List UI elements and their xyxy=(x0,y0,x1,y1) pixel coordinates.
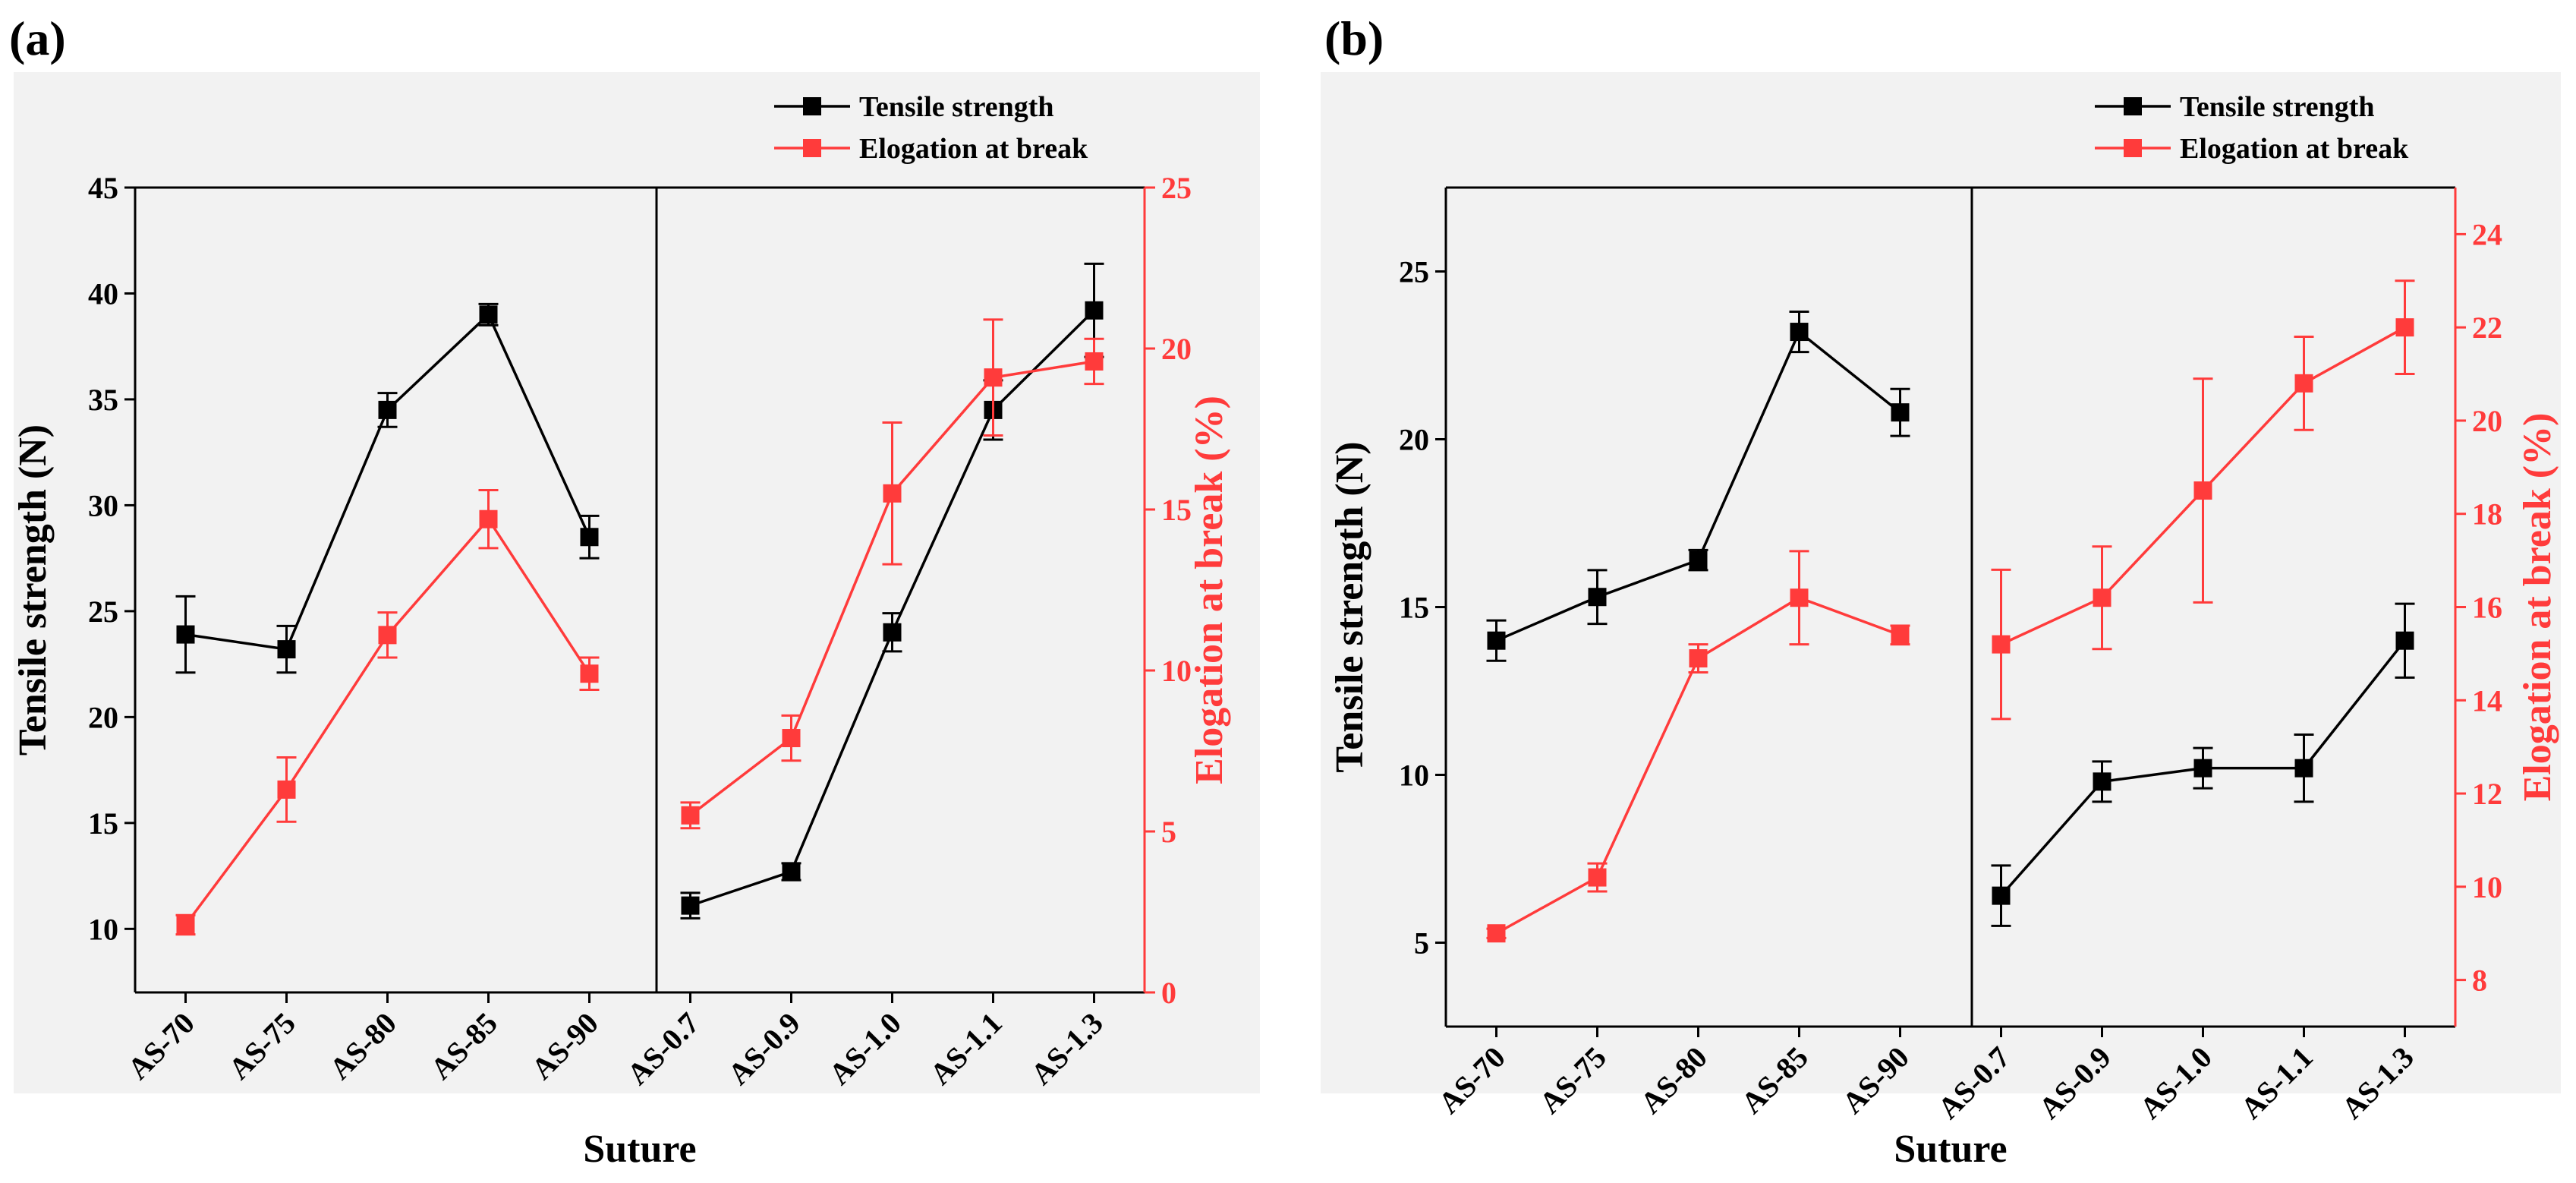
data-point-marker xyxy=(681,896,700,915)
y2-tick-label: 22 xyxy=(2472,311,2502,345)
data-point-marker xyxy=(2093,772,2112,791)
y2-tick-label: 15 xyxy=(1161,493,1192,527)
data-point-marker xyxy=(2395,318,2414,337)
y-tick-label: 10 xyxy=(88,912,118,946)
x-axis-title: Suture xyxy=(1894,1128,2007,1171)
y2-tick-label: 24 xyxy=(2472,217,2502,251)
data-point-marker xyxy=(2294,759,2313,778)
y-tick-label: 45 xyxy=(88,171,118,205)
y2-tick-label: 25 xyxy=(1161,171,1192,205)
data-point-marker xyxy=(1891,403,1910,422)
data-point-marker xyxy=(1891,626,1910,645)
data-point-marker xyxy=(883,623,902,642)
y-tick-label: 40 xyxy=(88,276,118,311)
y-tick-label: 30 xyxy=(88,488,118,522)
data-point-marker xyxy=(176,625,195,644)
y-tick-label: 25 xyxy=(1399,255,1429,289)
data-point-marker xyxy=(2193,759,2212,778)
data-point-marker xyxy=(883,484,902,503)
legend-marker xyxy=(803,139,821,157)
panel-label: (a) xyxy=(9,11,66,65)
legend-label: Elogation at break xyxy=(859,133,1088,165)
y-tick-label: 15 xyxy=(1399,591,1429,625)
y2-tick-label: 5 xyxy=(1161,815,1176,849)
y2-axis-title: Elogation at break (%) xyxy=(1188,396,1231,784)
y-tick-label: 10 xyxy=(1399,759,1429,793)
y2-tick-label: 0 xyxy=(1161,976,1176,1010)
y2-tick-label: 14 xyxy=(2472,683,2502,718)
data-point-marker xyxy=(1085,301,1104,320)
legend-label: Tensile strength xyxy=(2180,91,2375,123)
data-point-marker xyxy=(984,368,1003,387)
data-point-marker xyxy=(1487,631,1506,650)
panel-background xyxy=(14,72,1260,1093)
data-point-marker xyxy=(1588,868,1607,887)
data-point-marker xyxy=(378,400,397,419)
y-axis-title: Tensile strength (N) xyxy=(1328,441,1371,772)
data-point-marker xyxy=(378,626,397,645)
panel-background xyxy=(1321,72,2561,1093)
data-point-marker xyxy=(277,640,296,659)
data-point-marker xyxy=(479,509,498,528)
data-point-marker xyxy=(2395,631,2414,650)
y2-axis-title: Elogation at break (%) xyxy=(2516,413,2559,802)
x-axis-title: Suture xyxy=(583,1128,696,1171)
data-point-marker xyxy=(2294,374,2313,393)
y-tick-label: 25 xyxy=(88,595,118,629)
y-tick-label: 5 xyxy=(1414,926,1429,961)
legend-label: Tensile strength xyxy=(859,91,1054,123)
y-tick-label: 35 xyxy=(88,383,118,417)
data-point-marker xyxy=(1689,550,1708,569)
y2-tick-label: 16 xyxy=(2472,591,2502,625)
legend-label: Elogation at break xyxy=(2180,133,2409,165)
y2-tick-label: 12 xyxy=(2472,777,2502,811)
y2-tick-label: 20 xyxy=(1161,332,1192,366)
data-point-marker xyxy=(782,863,801,881)
data-point-marker xyxy=(1790,588,1809,607)
legend-marker xyxy=(803,97,821,115)
data-point-marker xyxy=(277,780,296,799)
series-elongation-at-break xyxy=(1486,279,2415,943)
data-point-marker xyxy=(2193,481,2212,500)
data-point-marker xyxy=(176,915,195,934)
data-point-marker xyxy=(580,664,599,683)
series-tensile-strength xyxy=(1486,311,2415,927)
legend-marker xyxy=(2124,97,2142,115)
y-tick-label: 15 xyxy=(88,806,118,841)
legend-marker xyxy=(2124,139,2142,157)
y2-tick-label: 8 xyxy=(2472,964,2487,998)
series-elongation-at-break xyxy=(175,318,1104,936)
data-point-marker xyxy=(1487,924,1506,943)
y-tick-label: 20 xyxy=(1399,423,1429,457)
panel-label: (b) xyxy=(1324,11,1384,65)
y-tick-label: 20 xyxy=(88,700,118,734)
data-point-marker xyxy=(681,806,700,825)
data-point-marker xyxy=(1992,635,2011,654)
data-point-marker xyxy=(2093,588,2112,607)
data-point-marker xyxy=(1588,588,1607,607)
data-point-marker xyxy=(782,729,801,748)
y2-tick-label: 10 xyxy=(2472,870,2502,904)
data-point-marker xyxy=(1689,649,1708,668)
data-point-marker xyxy=(1790,323,1809,342)
y2-tick-label: 10 xyxy=(1161,654,1192,688)
data-point-marker xyxy=(479,305,498,324)
data-point-marker xyxy=(1085,352,1104,371)
data-point-marker xyxy=(1992,886,2011,905)
data-point-marker xyxy=(580,528,599,547)
y2-tick-label: 20 xyxy=(2472,404,2502,438)
y-axis-title: Tensile strength (N) xyxy=(11,424,55,756)
series-tensile-strength xyxy=(175,262,1104,920)
y2-tick-label: 18 xyxy=(2472,497,2502,532)
